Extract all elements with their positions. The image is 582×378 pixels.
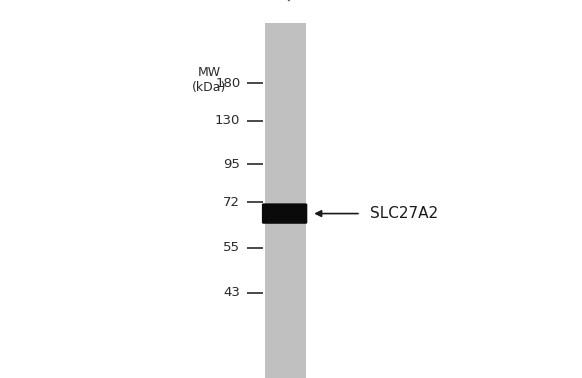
Text: 72: 72	[223, 196, 240, 209]
Text: 55: 55	[223, 241, 240, 254]
Bar	[265, 23, 306, 378]
Text: 95: 95	[223, 158, 240, 171]
Text: 43: 43	[223, 287, 240, 299]
Text: SLC27A2: SLC27A2	[370, 206, 438, 221]
FancyBboxPatch shape	[262, 203, 307, 224]
Text: Mouse liver: Mouse liver	[282, 0, 342, 4]
Text: 180: 180	[215, 77, 240, 90]
Text: MW
(kDa): MW (kDa)	[192, 66, 227, 94]
Text: 130: 130	[215, 115, 240, 127]
